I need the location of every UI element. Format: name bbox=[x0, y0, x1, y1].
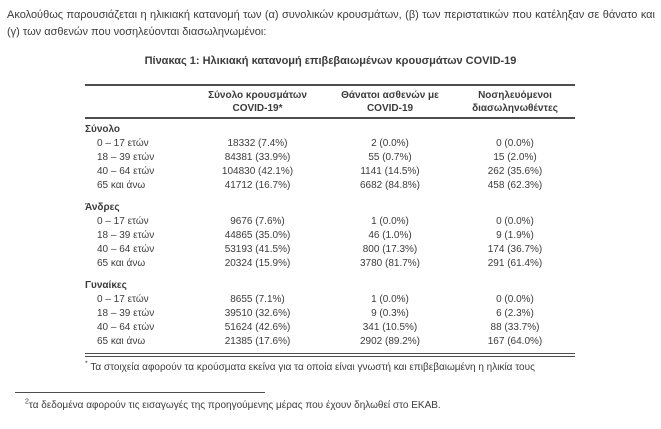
table-body: Σύνολο 0 – 17 ετών 18332 (7.4%) 2 (0.0%)… bbox=[85, 118, 575, 355]
section-row-men: Άνδρες bbox=[85, 193, 575, 215]
intubated-cell: 15 (2.0%) bbox=[493, 152, 537, 163]
age-cell: 65 και άνω bbox=[97, 180, 146, 191]
intubated-cell: 0 (0.0%) bbox=[496, 216, 534, 227]
deaths-cell: 55 (0.7%) bbox=[368, 152, 412, 163]
intubated-cell: 262 (35.6%) bbox=[487, 166, 543, 177]
table-row: 65 και άνω 20324 (15.9%) 3780 (81.7%) 29… bbox=[85, 257, 575, 271]
age-cell: 18 – 39 ετών bbox=[97, 152, 155, 163]
age-cell: 18 – 39 ετών bbox=[97, 230, 155, 241]
table-title: Πίνακας 1: Ηλικιακή κατανομή επιβεβαιωμέ… bbox=[144, 55, 517, 67]
section-label: Σύνολο bbox=[85, 124, 121, 135]
table-row: 18 – 39 ετών 84381 (33.9%) 55 (0.7%) 15 … bbox=[85, 151, 575, 165]
cases-cell: 18332 (7.4%) bbox=[227, 138, 288, 149]
header-cases-line1: Σύνολο κρουσμάτων bbox=[208, 90, 307, 101]
age-cell: 40 – 64 ετών bbox=[97, 244, 155, 255]
header-deaths-line2: COVID-19 bbox=[366, 103, 414, 114]
cases-cell: 51624 (42.6%) bbox=[224, 322, 291, 333]
table-footnote-row: * Τα στοιχεία αφορούν τα κρούσματα εκείν… bbox=[85, 353, 575, 374]
footnote-number: 2 bbox=[25, 398, 29, 406]
intubated-cell: 458 (62.3%) bbox=[487, 180, 543, 191]
table-row: 40 – 64 ετών 51624 (42.6%) 341 (10.5%) 8… bbox=[85, 321, 575, 335]
deaths-cell: 1141 (14.5%) bbox=[360, 166, 420, 177]
deaths-cell: 46 (1.0%) bbox=[368, 230, 412, 241]
deaths-cell: 6682 (84.8%) bbox=[359, 180, 421, 191]
header-intubated-line2: διασωληνωθέντες bbox=[472, 103, 558, 114]
cases-cell: 41712 (16.7%) bbox=[224, 180, 291, 191]
table-row: 0 – 17 ετών 8655 (7.1%) 1 (0.0%) 0 (0.0%… bbox=[85, 293, 575, 307]
table-footer: * Τα στοιχεία αφορούν τα κρούσματα εκείν… bbox=[85, 353, 575, 374]
deaths-cell: 9 (0.3%) bbox=[371, 308, 409, 319]
table-row: 40 – 64 ετών 104830 (42.1%) 1141 (14.5%)… bbox=[85, 165, 575, 179]
header-cases: Σύνολο κρουσμάτων COVID-19* bbox=[190, 84, 325, 119]
deaths-cell: 1 (0.0%) bbox=[371, 294, 409, 305]
intubated-cell: 9 (1.9%) bbox=[496, 230, 534, 241]
table-header: Σύνολο κρουσμάτων COVID-19* Θάνατοι ασθε… bbox=[85, 84, 575, 119]
age-cell: 0 – 17 ετών bbox=[97, 138, 149, 149]
cases-cell: 8655 (7.1%) bbox=[230, 294, 285, 305]
cases-cell: 9676 (7.6%) bbox=[230, 216, 285, 227]
section-row-women: Γυναίκες bbox=[85, 271, 575, 293]
cases-cell: 53193 (41.5%) bbox=[224, 244, 291, 255]
cases-cell: 104830 (42.1%) bbox=[221, 166, 294, 177]
table-row: 0 – 17 ετών 9676 (7.6%) 1 (0.0%) 0 (0.0%… bbox=[85, 215, 575, 229]
footnote-separator-line bbox=[15, 392, 265, 393]
age-cell: 18 – 39 ετών bbox=[97, 308, 155, 319]
age-cell: 40 – 64 ετών bbox=[97, 322, 155, 333]
cases-cell: 20324 (15.9%) bbox=[224, 258, 291, 269]
section-row-total: Σύνολο bbox=[85, 118, 575, 137]
cases-cell: 44865 (35.0%) bbox=[224, 230, 291, 241]
intubated-cell: 0 (0.0%) bbox=[496, 138, 534, 149]
header-empty-cell bbox=[85, 84, 190, 119]
footnote-asterisk: * bbox=[85, 360, 88, 368]
intubated-cell: 174 (36.7%) bbox=[487, 244, 543, 255]
table-footnote: * Τα στοιχεία αφορούν τα κρούσματα εκείν… bbox=[85, 353, 575, 374]
deaths-cell: 341 (10.5%) bbox=[362, 322, 418, 333]
header-deaths: Θάνατοι ασθενών με COVID-19 bbox=[325, 84, 455, 119]
header-deaths-line1: Θάνατοι ασθενών με bbox=[341, 90, 439, 101]
page-footnote: 2τα δεδομένα αφορούν τις εισαγωγές της π… bbox=[25, 399, 645, 413]
section-label: Άνδρες bbox=[85, 202, 120, 213]
cases-cell: 39510 (32.6%) bbox=[224, 308, 291, 319]
deaths-cell: 800 (17.3%) bbox=[362, 244, 418, 255]
age-distribution-table: Σύνολο κρουσμάτων COVID-19* Θάνατοι ασθε… bbox=[85, 84, 575, 374]
header-intubated: Νοσηλευόμενοι διασωληνωθέντες bbox=[455, 84, 575, 119]
table-row: 40 – 64 ετών 53193 (41.5%) 800 (17.3%) 1… bbox=[85, 243, 575, 257]
age-cell: 0 – 17 ετών bbox=[97, 294, 149, 305]
table-row: 65 και άνω 21385 (17.6%) 2902 (89.2%) 16… bbox=[85, 335, 575, 355]
table-row: 18 – 39 ετών 39510 (32.6%) 9 (0.3%) 6 (2… bbox=[85, 307, 575, 321]
header-cases-line2: COVID-19* bbox=[232, 103, 283, 114]
cases-cell: 21385 (17.6%) bbox=[224, 336, 291, 347]
table-row: 18 – 39 ετών 44865 (35.0%) 46 (1.0%) 9 (… bbox=[85, 229, 575, 243]
table-row: 0 – 17 ετών 18332 (7.4%) 2 (0.0%) 0 (0.0… bbox=[85, 137, 575, 151]
cases-cell: 84381 (33.9%) bbox=[224, 152, 291, 163]
deaths-cell: 3780 (81.7%) bbox=[359, 258, 421, 269]
age-cell: 40 – 64 ετών bbox=[97, 166, 155, 177]
intubated-cell: 88 (33.7%) bbox=[490, 322, 540, 333]
age-cell: 0 – 17 ετών bbox=[97, 216, 149, 227]
deaths-cell: 2 (0.0%) bbox=[371, 138, 409, 149]
table-footnote-text: Τα στοιχεία αφορούν τα κρούσματα εκείνα … bbox=[90, 362, 535, 373]
intubated-cell: 0 (0.0%) bbox=[496, 294, 534, 305]
page-footnote-text: τα δεδομένα αφορούν τις εισαγωγές της πρ… bbox=[28, 400, 441, 411]
header-intubated-line1: Νοσηλευόμενοι bbox=[478, 90, 552, 101]
intubated-cell: 291 (61.4%) bbox=[487, 258, 543, 269]
age-cell: 65 και άνω bbox=[97, 258, 146, 269]
section-label: Γυναίκες bbox=[85, 280, 127, 291]
intro-paragraph: Ακολούθως παρουσιάζεται η ηλικιακή καταν… bbox=[7, 9, 655, 38]
table-row: 65 και άνω 41712 (16.7%) 6682 (84.8%) 45… bbox=[85, 179, 575, 193]
age-cell: 65 και άνω bbox=[97, 336, 146, 347]
deaths-cell: 2902 (89.2%) bbox=[359, 336, 421, 347]
intubated-cell: 167 (64.0%) bbox=[487, 336, 543, 347]
intubated-cell: 6 (2.3%) bbox=[496, 308, 534, 319]
deaths-cell: 1 (0.0%) bbox=[371, 216, 409, 227]
